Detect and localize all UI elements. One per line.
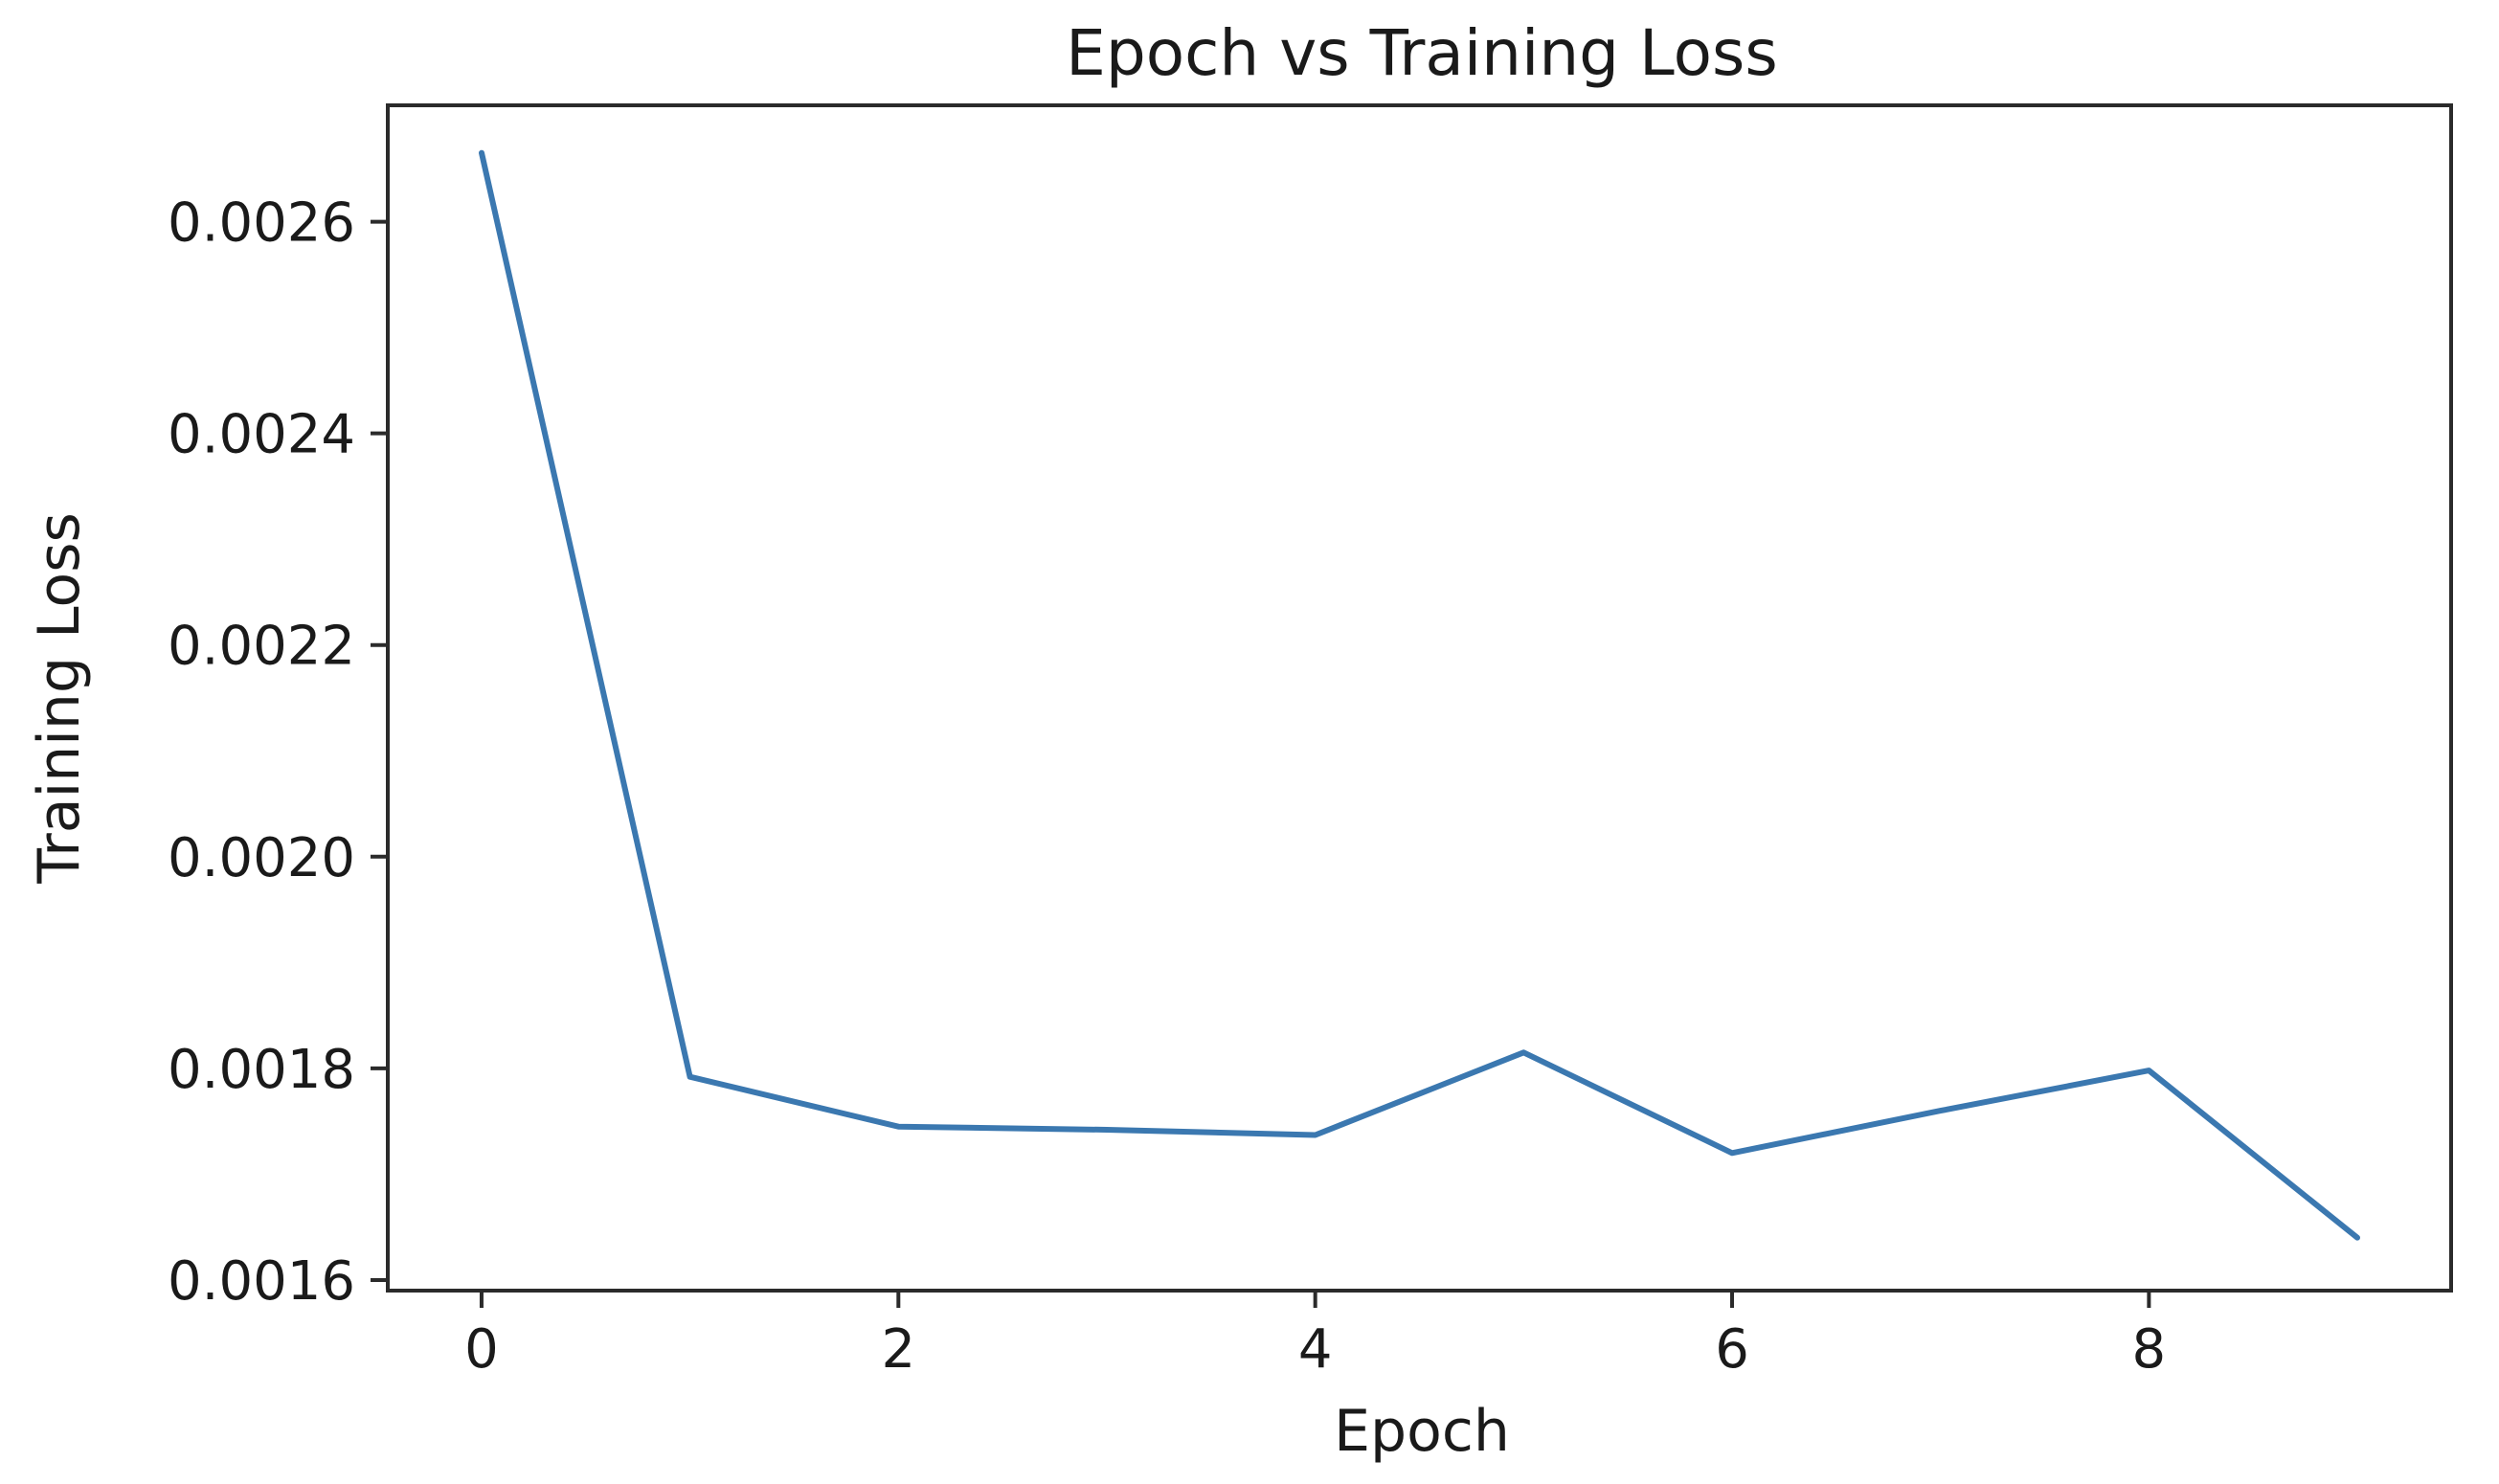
y-tick-label: 0.0024 bbox=[168, 404, 355, 466]
y-tick-label: 0.0018 bbox=[168, 1039, 355, 1101]
x-tick-label: 4 bbox=[1298, 1318, 1333, 1381]
y-tick-label: 0.0020 bbox=[168, 827, 355, 889]
x-tick-label: 8 bbox=[2132, 1318, 2167, 1381]
y-tick-label: 0.0016 bbox=[168, 1250, 355, 1313]
y-tick-label: 0.0022 bbox=[168, 616, 355, 678]
x-tick-label: 0 bbox=[464, 1318, 499, 1381]
x-axis: 0 2 4 6 8 bbox=[464, 1291, 2166, 1381]
series-line bbox=[479, 149, 2360, 1241]
x-axis-label: Epoch bbox=[1334, 1398, 1510, 1465]
plot-area-frame bbox=[386, 103, 2453, 1293]
x-tick-label: 2 bbox=[881, 1318, 915, 1381]
y-axis-label: Training Loss bbox=[26, 512, 93, 884]
series-layer bbox=[479, 149, 2360, 1241]
chart-title: Epoch vs Training Loss bbox=[1066, 16, 1778, 90]
y-tick-label: 0.0026 bbox=[168, 192, 355, 255]
x-tick-label: 6 bbox=[1715, 1318, 1749, 1381]
y-axis: 0.0016 0.0018 0.0020 0.0022 0.0024 0.0026 bbox=[168, 192, 388, 1313]
